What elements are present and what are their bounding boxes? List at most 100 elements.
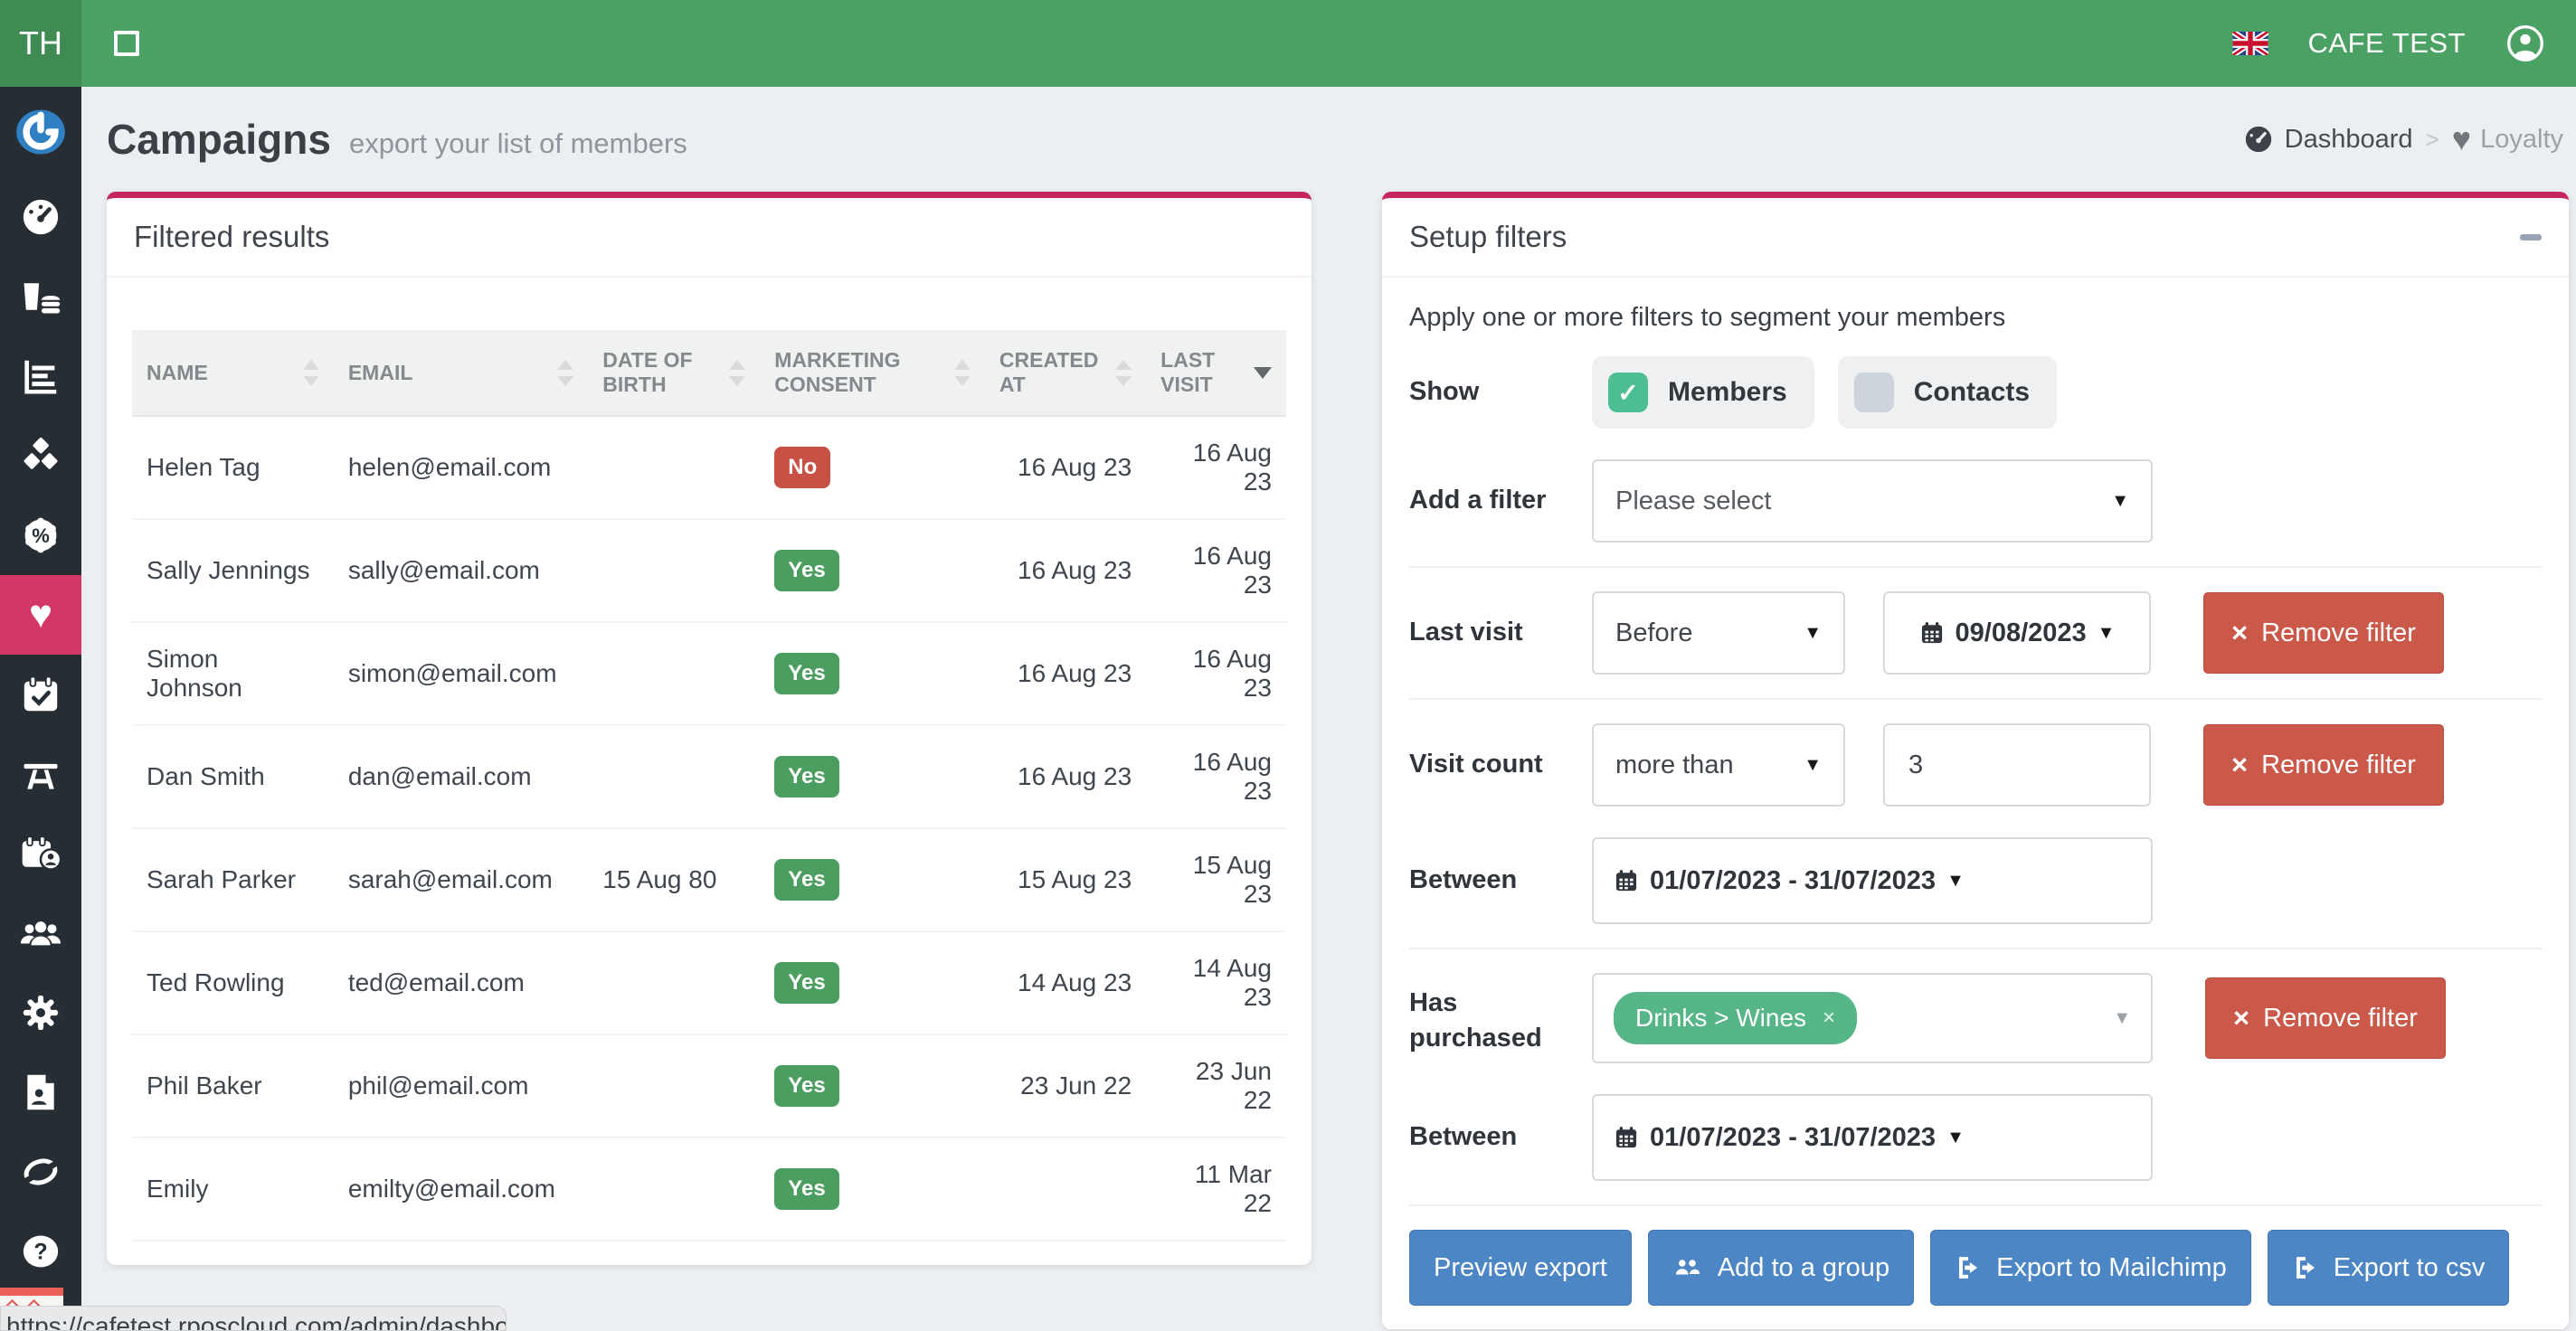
visit-count-date-range-picker[interactable]: 01/07/2023 - 31/07/2023 ▼ (1592, 837, 2153, 924)
sidebar-item-dashboard[interactable] (0, 177, 81, 257)
remove-last-visit-filter-button[interactable]: × Remove filter (2203, 592, 2444, 674)
brand-logo[interactable]: TH (0, 0, 81, 87)
cell-last-visit: 23 Jun 22 (1146, 1034, 1286, 1138)
breadcrumb-loyalty[interactable]: Loyalty (2480, 124, 2563, 154)
sidebar-item-integrations[interactable] (0, 1132, 81, 1212)
cell-dob: 15 Aug 80 (588, 828, 761, 932)
chevron-down-icon: ▼ (2111, 490, 2129, 511)
cell-created: 23 Jun 22 (984, 1034, 1147, 1138)
sidebar-item-campaigns-calendar[interactable] (0, 655, 81, 734)
chevron-down-icon: ▼ (2113, 1007, 2131, 1028)
has-purchased-date-range-picker[interactable]: 01/07/2023 - 31/07/2023 ▼ (1592, 1094, 2153, 1181)
table-header-row: NAME EMAIL DATE OF BIRTH MARKETING CONSE… (132, 330, 1286, 416)
col-header-consent[interactable]: MARKETING CONSENT (760, 330, 985, 416)
remove-tag-icon[interactable]: × (1823, 1005, 1836, 1030)
visit-count-filter-row: Visit count more than ▼ × Remove filter (1409, 723, 2542, 807)
cell-consent: Yes (760, 931, 985, 1035)
remove-visit-count-filter-button[interactable]: × Remove filter (2203, 724, 2444, 806)
consent-badge: Yes (774, 756, 839, 798)
last-visit-operator-select[interactable]: Before ▼ (1592, 591, 1845, 675)
cell-email: simon@email.com (333, 622, 589, 726)
sidebar-item-tables[interactable] (0, 734, 81, 814)
preview-export-button[interactable]: Preview export (1409, 1230, 1632, 1306)
cell-last-visit: 16 Aug 23 (1146, 622, 1286, 726)
status-bar-link-preview: https://cafetest.rposcloud.com/admin/das… (0, 1306, 507, 1331)
chat-widget-header (0, 1288, 63, 1296)
cell-consent: Yes (760, 1034, 985, 1138)
cell-dob (588, 725, 761, 829)
integrations-swirl-icon (24, 1158, 58, 1185)
col-header-email[interactable]: EMAIL (333, 330, 589, 416)
collapse-icon[interactable] (2520, 233, 2542, 241)
remove-has-purchased-filter-button[interactable]: × Remove filter (2205, 977, 2446, 1059)
checkbox-checked-icon[interactable]: ✓ (1608, 373, 1648, 412)
visit-count-operator-select[interactable]: more than ▼ (1592, 723, 1845, 807)
last-visit-filter-row: Last visit Before ▼ 09/08/2023 ▼ (1409, 591, 2542, 675)
consent-badge: Yes (774, 653, 839, 694)
sidebar-item-bookings[interactable] (0, 814, 81, 893)
users-icon (1675, 1260, 1700, 1275)
sort-icon[interactable] (302, 359, 319, 386)
consent-badge: Yes (774, 1168, 839, 1210)
cell-created: 16 Aug 23 (984, 725, 1147, 829)
col-header-name[interactable]: NAME (132, 330, 334, 416)
sidebar-item-food-drink[interactable] (0, 257, 81, 336)
col-header-last-visit[interactable]: LAST VISIT (1146, 330, 1286, 416)
last-visit-label: Last visit (1409, 618, 1523, 647)
divider (1409, 1204, 2542, 1206)
cell-consent: Yes (760, 725, 985, 829)
sort-icon[interactable] (953, 359, 971, 386)
col-header-created[interactable]: CREATED AT (984, 330, 1147, 416)
heart-icon: ♥ (28, 592, 53, 637)
uk-flag-icon[interactable] (2231, 32, 2268, 55)
checkbox-unchecked-icon[interactable] (1853, 373, 1894, 412)
chevron-down-icon: ▼ (1946, 1127, 1965, 1147)
members-checkbox-chip[interactable]: ✓ Members (1592, 356, 1814, 429)
chevron-down-icon: ▼ (1804, 754, 1822, 775)
export-csv-button[interactable]: Export to csv (2267, 1230, 2510, 1306)
discount-badge-icon: % (24, 517, 57, 553)
add-to-group-button[interactable]: Add to a group (1647, 1230, 1915, 1306)
table-row: Sarah Parker sarah@email.com 15 Aug 80 Y… (132, 828, 1286, 932)
sidebar-item-loyalty[interactable]: ♥ (0, 575, 81, 655)
sidebar-item-discounts[interactable]: % (0, 496, 81, 575)
user-account-icon[interactable] (2505, 24, 2545, 63)
sidebar-item-staff[interactable] (0, 1053, 81, 1132)
contacts-checkbox-chip[interactable]: Contacts (1837, 356, 2058, 429)
sidebar-item-reports[interactable] (0, 336, 81, 416)
export-mailchimp-button[interactable]: Export to Mailchimp (1930, 1230, 2251, 1306)
customers-group-icon (20, 921, 62, 946)
sort-icon[interactable] (557, 359, 574, 386)
close-icon: × (2233, 1002, 2250, 1034)
selected-category-tag: Drinks > Wines × (1614, 992, 1858, 1044)
sidebar-item-settings[interactable] (0, 973, 81, 1053)
export-actions: Preview export Add to a group (1409, 1230, 2542, 1306)
cell-created: 15 Aug 23 (984, 828, 1147, 932)
sidebar-item-logo[interactable] (0, 87, 81, 177)
cell-name: Emily (132, 1137, 334, 1241)
cell-name: Helen Tag (132, 415, 334, 520)
show-label: Show (1409, 377, 1480, 407)
sidebar-item-products[interactable] (0, 416, 81, 496)
filters-description: Apply one or more filters to segment you… (1409, 303, 2006, 332)
col-header-dob[interactable]: DATE OF BIRTH (588, 330, 761, 416)
cell-email: helen@email.com (333, 415, 589, 520)
top-bar: TH CAFE TEST (0, 0, 2576, 87)
visit-count-input[interactable] (1883, 723, 2151, 807)
svg-text:%: % (32, 524, 50, 547)
sidebar-item-customers[interactable] (0, 893, 81, 973)
sidebar-toggle-icon[interactable] (114, 31, 139, 56)
cell-consent: No (760, 415, 985, 520)
sort-icon[interactable] (729, 359, 746, 386)
status-url: https://cafetest.rposcloud.com/admin/das… (6, 1312, 507, 1331)
members-table: NAME EMAIL DATE OF BIRTH MARKETING CONSE… (132, 330, 1286, 1241)
sort-desc-icon[interactable] (1254, 366, 1272, 379)
add-filter-select[interactable]: Please select ▼ (1592, 459, 2153, 543)
has-purchased-select[interactable]: Drinks > Wines × ▼ (1592, 973, 2153, 1063)
cell-created: 16 Aug 23 (984, 519, 1147, 623)
sidebar-item-help[interactable]: ? (0, 1212, 81, 1291)
sort-icon[interactable] (1115, 359, 1132, 386)
export-icon (2296, 1257, 2315, 1279)
breadcrumb-dashboard-link[interactable]: Dashboard (2284, 124, 2413, 154)
last-visit-date-picker[interactable]: 09/08/2023 ▼ (1883, 591, 2151, 675)
